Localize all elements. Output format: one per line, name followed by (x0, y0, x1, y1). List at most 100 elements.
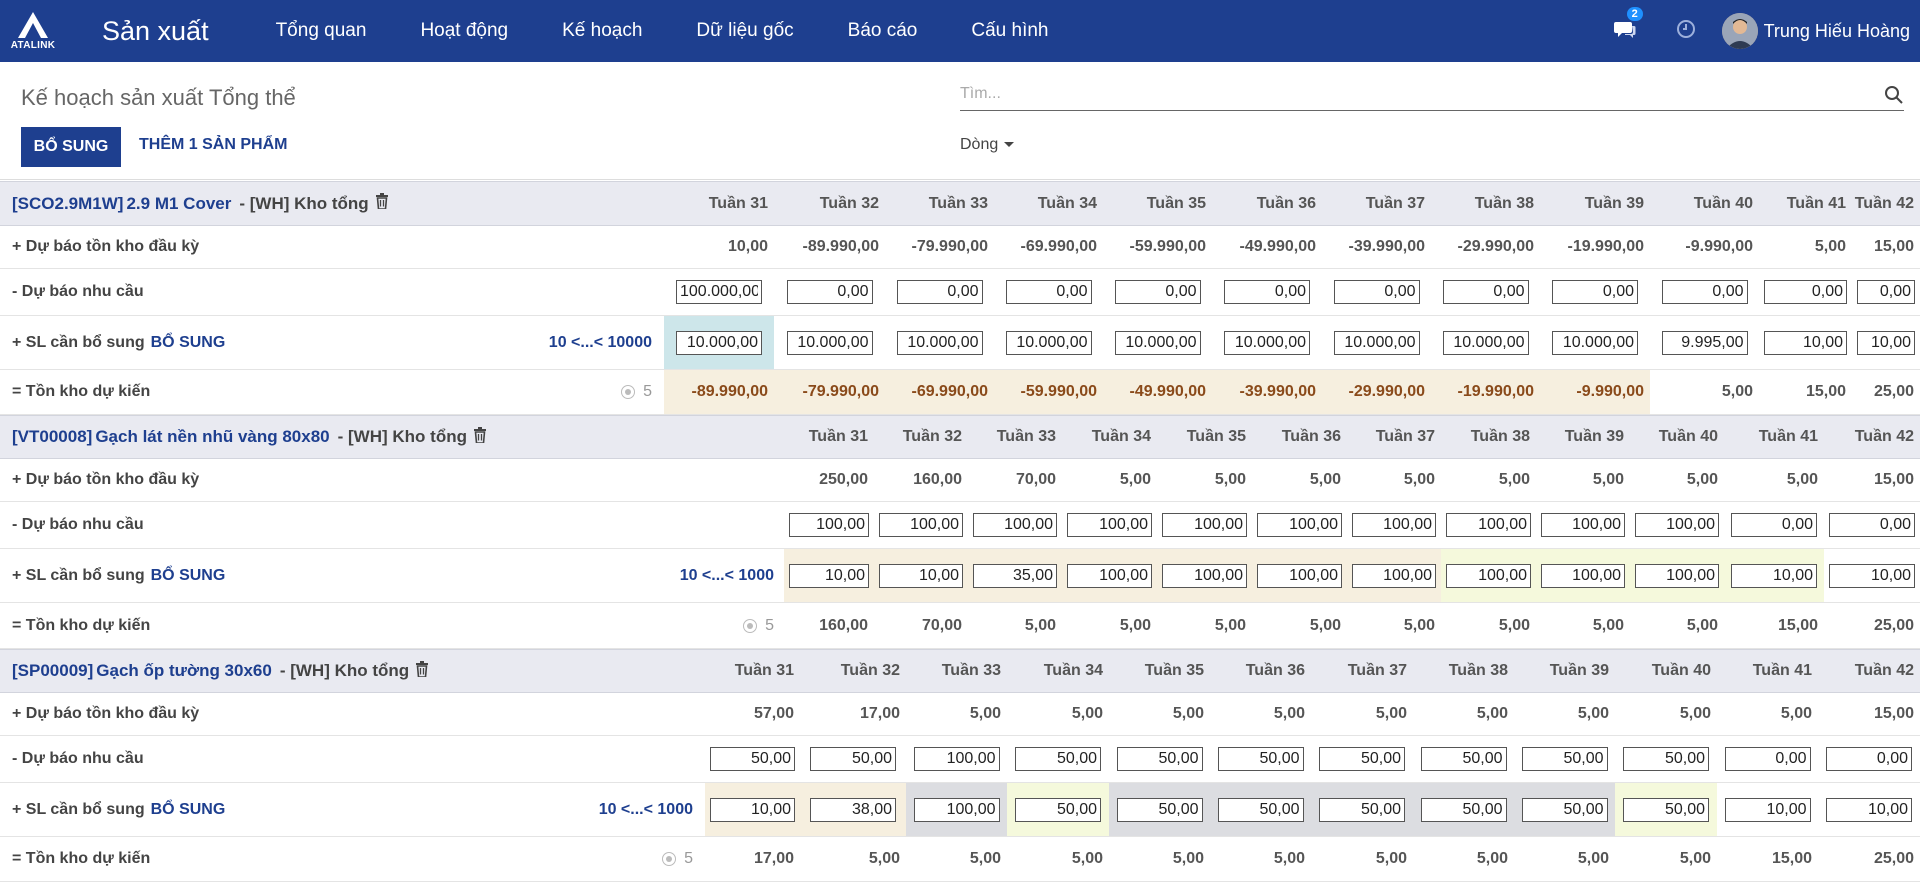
demand-cell[interactable] (784, 502, 874, 548)
demand-input[interactable] (1224, 280, 1310, 304)
demand-cell[interactable] (994, 269, 1103, 315)
demand-cell[interactable] (1103, 269, 1212, 315)
replenish-cell[interactable] (1852, 316, 1920, 369)
user-avatar[interactable] (1721, 13, 1758, 49)
demand-input[interactable] (1352, 513, 1436, 537)
product-name[interactable]: Gạch lát nền nhũ vàng 80x80 (95, 427, 330, 446)
replenish-cell[interactable] (1630, 549, 1724, 602)
replenish-input[interactable] (1829, 563, 1915, 588)
demand-input[interactable] (896, 280, 983, 304)
demand-input[interactable] (1541, 513, 1625, 537)
demand-input[interactable] (1661, 280, 1748, 304)
demand-input[interactable] (1552, 280, 1638, 304)
replenish-cell[interactable] (800, 783, 906, 836)
replenish-input[interactable] (710, 797, 795, 822)
replenish-cell[interactable] (1252, 549, 1347, 602)
replenish-input[interactable] (879, 563, 963, 588)
replenish-cell[interactable] (1441, 549, 1536, 602)
demand-cell[interactable] (1852, 269, 1920, 315)
replenish-cell[interactable] (1347, 549, 1441, 602)
demand-input[interactable] (1731, 513, 1817, 537)
demand-cell[interactable] (968, 502, 1062, 548)
replenish-cell[interactable] (1650, 316, 1759, 369)
menu-master-data[interactable]: Dữ liệu gốc (696, 20, 794, 41)
replenish-input[interactable] (1420, 797, 1507, 822)
replenish-input[interactable] (1257, 563, 1342, 588)
product-name[interactable]: 2.9 M1 Cover (126, 193, 232, 213)
demand-input[interactable] (710, 747, 795, 771)
demand-input[interactable] (1521, 747, 1608, 771)
replenish-input[interactable] (1217, 797, 1304, 822)
replenish-cell[interactable] (1062, 549, 1157, 602)
replenish-input[interactable] (973, 563, 1057, 588)
demand-cell[interactable] (1322, 269, 1431, 315)
replenish-input[interactable] (810, 797, 896, 822)
demand-cell[interactable] (1717, 736, 1818, 782)
demand-input[interactable] (1005, 280, 1092, 304)
replenish-input[interactable] (1162, 563, 1247, 588)
replenish-input[interactable] (1552, 330, 1638, 355)
product-title[interactable]: [SCO2.9M1W] 2.9 M1 Cover - [WH] Kho tổng (12, 182, 389, 225)
product-code[interactable]: [SP00009] (12, 661, 94, 680)
replenish-input[interactable] (1352, 563, 1436, 588)
demand-cell[interactable] (1630, 502, 1724, 548)
replenish-input[interactable] (1446, 563, 1531, 588)
replenish-input[interactable] (1224, 330, 1310, 355)
demand-cell[interactable] (774, 269, 885, 315)
replenish-input[interactable] (1731, 563, 1817, 588)
activity-button[interactable] (1676, 19, 1696, 44)
replenish-cell[interactable] (784, 549, 874, 602)
replenish-cell[interactable] (885, 316, 994, 369)
replenish-cell[interactable] (1413, 783, 1514, 836)
replenish-cell[interactable] (705, 783, 800, 836)
product-code[interactable]: [VT00008] (12, 427, 93, 446)
messages-button[interactable]: 2 (1613, 6, 1643, 44)
replenish-cell[interactable] (1157, 549, 1252, 602)
demand-cell[interactable] (664, 269, 774, 315)
demand-input[interactable] (1623, 747, 1709, 771)
demand-cell[interactable] (1824, 502, 1920, 548)
replenish-input[interactable] (1442, 330, 1529, 355)
demand-input[interactable] (1257, 513, 1342, 537)
menu-operations[interactable]: Hoạt động (420, 20, 509, 41)
demand-cell[interactable] (885, 269, 994, 315)
replenish-cell[interactable] (1759, 316, 1852, 369)
replenish-input[interactable] (1116, 797, 1203, 822)
demand-input[interactable] (1826, 747, 1912, 771)
replenish-link[interactable]: BỔ SUNG (150, 566, 226, 584)
replenish-button[interactable]: BỔ SUNG (21, 127, 121, 167)
demand-cell[interactable] (800, 736, 906, 782)
replenish-input[interactable] (1015, 797, 1101, 822)
demand-cell[interactable] (1062, 502, 1157, 548)
replenish-cell[interactable] (1824, 549, 1920, 602)
user-name[interactable]: Trung Hiếu Hoàng (1763, 20, 1910, 41)
demand-input[interactable] (1067, 513, 1152, 537)
replenish-cell[interactable] (1007, 783, 1109, 836)
safety-range[interactable]: 10 <...< 1000 (679, 566, 774, 584)
demand-cell[interactable] (1007, 736, 1109, 782)
demand-cell[interactable] (1311, 736, 1413, 782)
search-icon[interactable] (1884, 85, 1904, 105)
demand-input[interactable] (1114, 280, 1201, 304)
demand-input[interactable] (810, 747, 896, 771)
replenish-input[interactable] (789, 563, 869, 588)
safety-range[interactable]: 10 <...< 10000 (548, 333, 652, 351)
product-code[interactable]: [SCO2.9M1W] (12, 193, 124, 213)
product-name[interactable]: Gạch ốp tường 30x60 (96, 661, 272, 680)
demand-cell[interactable] (1413, 736, 1514, 782)
demand-cell[interactable] (705, 736, 800, 782)
demand-cell[interactable] (1252, 502, 1347, 548)
replenish-cell[interactable] (906, 783, 1007, 836)
demand-cell[interactable] (1210, 736, 1311, 782)
demand-input[interactable] (1116, 747, 1203, 771)
product-title[interactable]: [SP00009] Gạch ốp tường 30x60 - [WH] Kho t… (12, 650, 429, 692)
replenish-cell[interactable] (1311, 783, 1413, 836)
replenish-input[interactable] (786, 330, 873, 355)
demand-input[interactable] (973, 513, 1057, 537)
menu-planning[interactable]: Kế hoạch (562, 20, 643, 41)
replenish-cell[interactable] (1103, 316, 1212, 369)
demand-input[interactable] (1635, 513, 1719, 537)
replenish-input[interactable] (676, 330, 762, 355)
demand-input[interactable] (1015, 747, 1101, 771)
menu-overview[interactable]: Tổng quan (275, 20, 367, 41)
